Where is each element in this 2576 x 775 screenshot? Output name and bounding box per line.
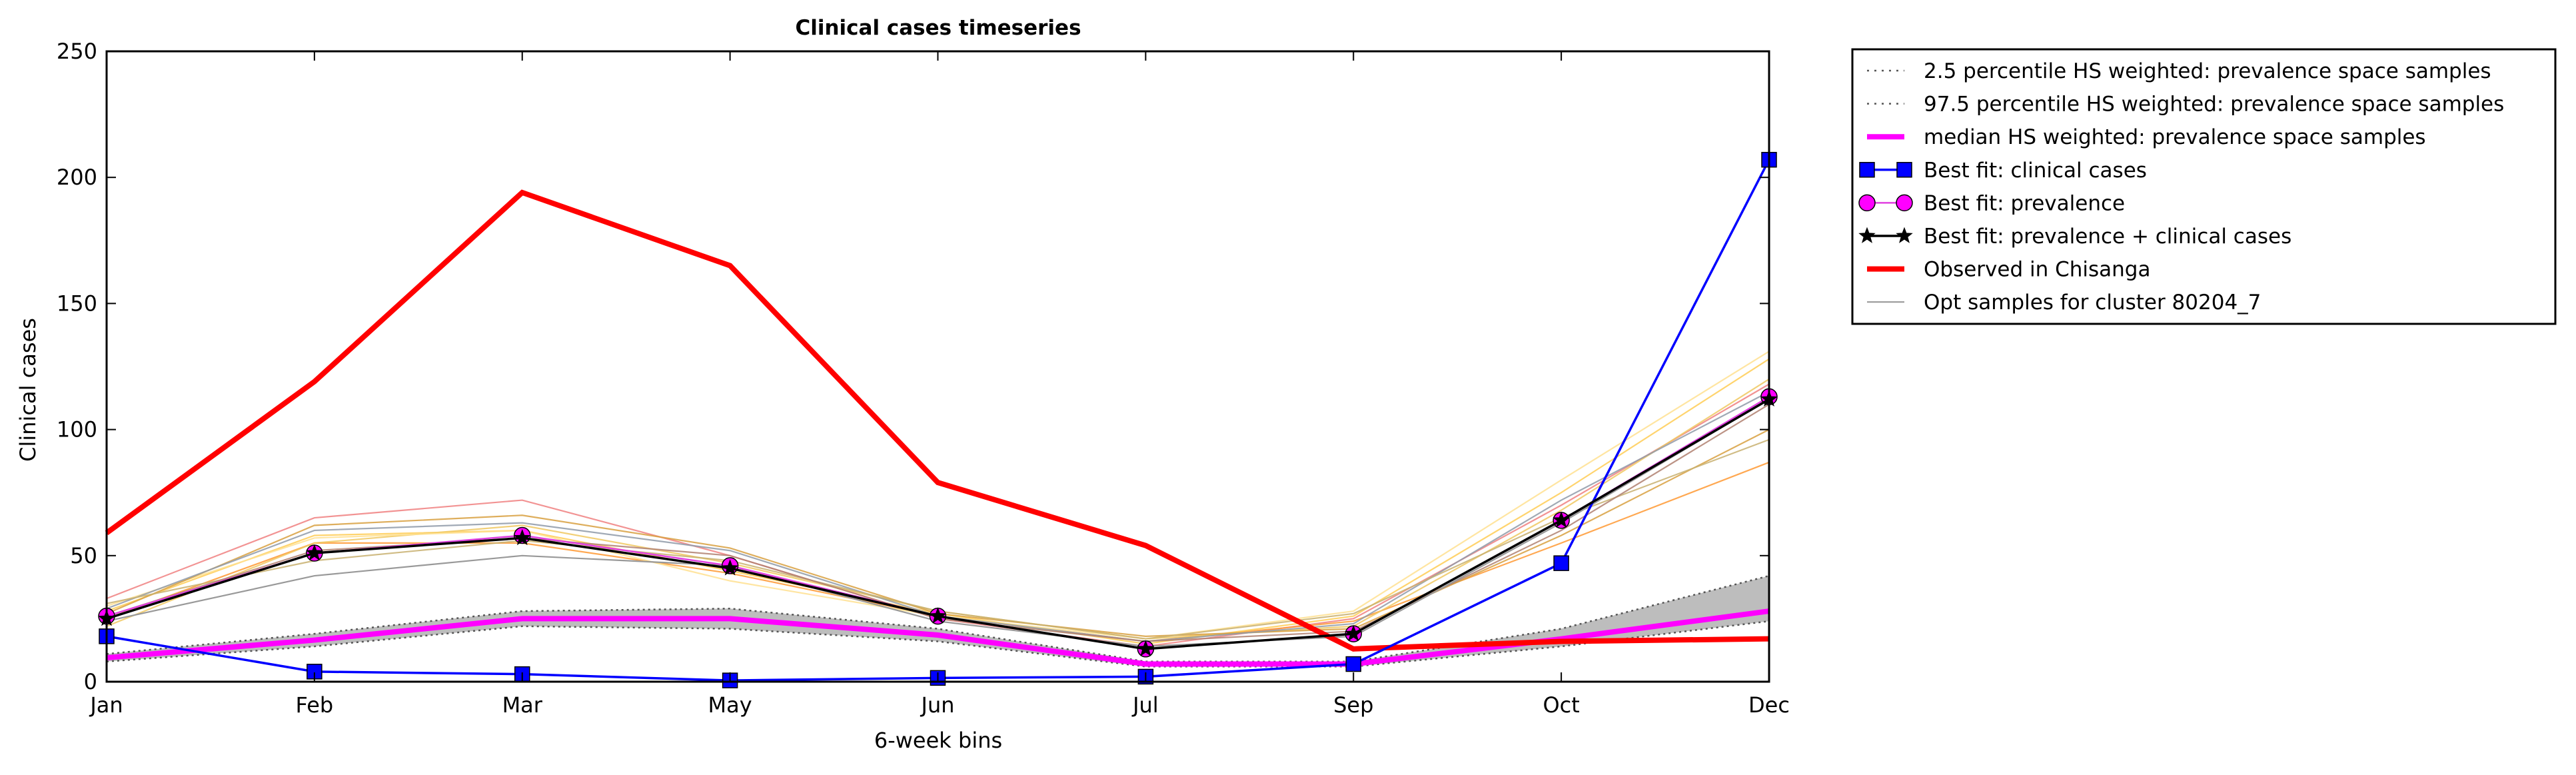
observed-line	[105, 189, 1770, 652]
legend-label: Observed in Chisanga	[1924, 258, 2151, 282]
legend-label: Best fit: prevalence	[1924, 191, 2125, 215]
y-tick-label: 100	[57, 417, 97, 442]
x-tick-label: Jan	[89, 692, 123, 718]
legend-label: median HS weighted: prevalence space sam…	[1924, 125, 2426, 149]
legend-swatch-combined-marker	[1896, 227, 1913, 243]
plot-area: 0 50 100 150 200 250 Jan Feb Mar May Jun Jul Sep Oct D…	[57, 39, 1790, 718]
legend-swatch-combined-marker	[1858, 227, 1876, 243]
best-fit-combined-point	[929, 607, 947, 624]
median-line	[106, 608, 1770, 667]
chart-title: Clinical cases timeseries	[795, 16, 1081, 40]
legend-label: 97.5 percentile HS weighted: prevalence …	[1924, 93, 2504, 117]
legend-label: Best fit: clinical cases	[1924, 159, 2147, 183]
x-tick-label: Jun	[920, 692, 955, 718]
x-axis-label: 6-week bins	[874, 728, 1002, 753]
y-tick-label: 50	[70, 543, 97, 568]
percentile-2-5-line	[106, 620, 1770, 668]
y-tick-label: 250	[57, 39, 97, 64]
y-tick-label: 200	[57, 165, 97, 190]
legend-label: Opt samples for cluster 80204_7	[1924, 291, 2261, 315]
best-fit-combined-point	[1553, 511, 1570, 528]
percentile-band	[107, 576, 1769, 667]
best-fit-combined-point	[1137, 640, 1155, 656]
best-fit-combined-point	[513, 528, 531, 546]
legend-label: 2.5 percentile HS weighted: prevalence s…	[1924, 59, 2491, 83]
legend-swatch-prevalence-marker	[1858, 194, 1876, 212]
legend-box	[1851, 48, 2557, 325]
best-fit-clinical-point	[1345, 656, 1361, 672]
y-tick-label: 150	[57, 291, 97, 316]
y-axis-label: Clinical cases	[15, 318, 41, 462]
best-fit-clinical-point	[1553, 555, 1569, 571]
x-tick-label: Feb	[296, 692, 334, 718]
legend-swatch-prevalence-marker	[1896, 194, 1913, 212]
best-fit-combined-point	[306, 544, 323, 560]
x-tick-label: Jul	[1131, 692, 1159, 718]
x-tick-label: Dec	[1748, 692, 1790, 718]
legend-swatch-clinical-marker	[1896, 162, 1912, 178]
best-fit-combined-point	[721, 559, 739, 576]
legend-label: Best fit: prevalence + clinical cases	[1924, 225, 2291, 249]
y-tick-label: 0	[84, 669, 97, 694]
legend-swatch-clinical-marker	[1859, 162, 1875, 178]
legend: 2.5 percentile HS weighted: prevalence s…	[1851, 48, 2557, 325]
best-fit-combined-point	[1345, 624, 1363, 641]
x-tick-label: Sep	[1333, 692, 1373, 718]
x-tick-label: Mar	[502, 692, 543, 718]
percentile-97-5-line	[106, 574, 1770, 662]
x-tick-label: May	[708, 692, 752, 718]
x-tick-label: Oct	[1543, 692, 1579, 718]
